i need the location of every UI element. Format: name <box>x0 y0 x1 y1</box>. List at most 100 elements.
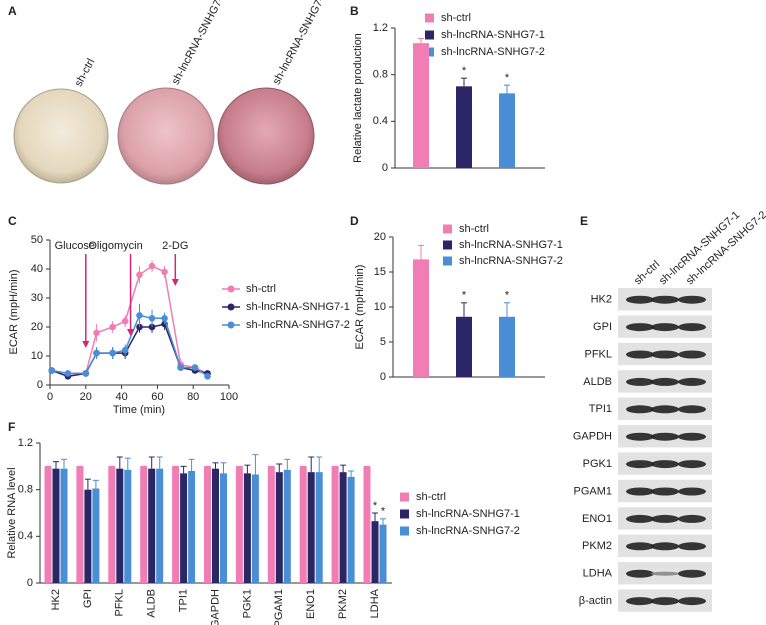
x-tick-label: LDHA <box>369 588 381 618</box>
y-tick-label: 1.2 <box>373 22 388 34</box>
bar <box>251 474 259 583</box>
y-tick-label: 20 <box>374 231 386 243</box>
annotation: Oligomycin <box>88 240 142 252</box>
legend-label: sh-lncRNA-SNHG7-1 <box>441 29 545 41</box>
blot-row-label: GPI <box>593 321 612 333</box>
bar <box>315 472 323 583</box>
x-axis-label: Time (min) <box>113 404 165 416</box>
data-point <box>109 323 116 331</box>
bar <box>413 43 429 168</box>
legend-label: sh-lncRNA-SNHG7-2 <box>246 319 350 331</box>
bar <box>116 468 124 583</box>
y-tick-label: 15 <box>374 266 386 278</box>
panel-letter: F <box>8 420 15 434</box>
bar <box>307 472 315 583</box>
legend-label: sh-ctrl <box>441 12 471 24</box>
blot-band <box>678 323 706 332</box>
bar <box>172 466 180 583</box>
x-tick-label: PKM2 <box>337 589 349 619</box>
x-tick-label: GPI <box>82 589 94 608</box>
blot-band <box>678 597 706 606</box>
blot-row-label: ALDB <box>583 376 612 388</box>
legend-swatch <box>425 30 434 40</box>
bar <box>60 468 68 583</box>
blot-band <box>678 377 706 386</box>
data-point <box>136 312 143 319</box>
blot-band <box>626 295 654 304</box>
blot-band <box>626 377 654 386</box>
blot-row-label: HK2 <box>591 294 612 306</box>
blot-band <box>651 350 679 359</box>
y-tick-label: 5 <box>380 336 386 348</box>
data-point <box>161 268 168 276</box>
x-tick-label: ENO1 <box>305 589 317 619</box>
legend-label: sh-ctrl <box>459 223 489 235</box>
blot-band <box>678 405 706 414</box>
data-point <box>93 329 100 337</box>
blot-band <box>678 432 706 441</box>
significance-label: * <box>373 500 378 512</box>
blot-band <box>651 323 679 332</box>
x-tick-label: ALDB <box>146 589 158 618</box>
data-point <box>161 315 168 322</box>
blot-band <box>626 460 654 469</box>
bar <box>379 524 387 583</box>
dish <box>217 87 315 185</box>
legend-label: sh-lncRNA-SNHG7-1 <box>459 239 563 251</box>
bar <box>220 473 227 583</box>
bar <box>92 488 100 583</box>
bar <box>180 473 188 583</box>
blot-band <box>678 350 706 359</box>
legend-swatch <box>425 47 434 57</box>
bar <box>499 93 515 168</box>
x-tick-label: 80 <box>187 391 199 403</box>
data-point <box>177 364 184 371</box>
bar <box>456 316 472 377</box>
bar <box>339 472 347 583</box>
x-tick-label: PGK1 <box>241 589 253 618</box>
legend-marker <box>227 285 235 293</box>
legend-label: sh-lncRNA-SNHG7-2 <box>441 46 545 58</box>
blot-band <box>626 323 654 332</box>
x-tick-label: 60 <box>151 391 163 403</box>
legend-swatch <box>400 526 409 536</box>
bar <box>371 521 379 583</box>
annotation: Glucose <box>55 240 95 252</box>
blot-band <box>651 460 679 469</box>
legend-swatch <box>400 509 409 519</box>
blot-band <box>678 569 706 578</box>
blot-band <box>626 569 654 578</box>
bar <box>76 466 84 583</box>
blot-band <box>626 432 654 441</box>
data-point <box>93 349 100 357</box>
y-tick-label: 30 <box>31 292 43 304</box>
bar <box>188 471 196 583</box>
blot-band <box>626 350 654 359</box>
dish <box>13 88 109 184</box>
y-tick-label: 0 <box>382 162 388 174</box>
annotation: 2-DG <box>162 240 188 252</box>
y-axis-label: ECAR (mpH/min) <box>8 270 20 355</box>
blot-band <box>651 432 679 441</box>
x-tick-label: GAPDH <box>209 589 221 625</box>
y-axis-label: ECAR (mpH/min) <box>354 265 366 350</box>
dish-label: sh-lncRNA-SNHG7-2 <box>271 0 330 87</box>
x-tick-label: 100 <box>220 391 238 403</box>
bar <box>124 469 132 583</box>
panel-letter: A <box>8 4 17 18</box>
y-tick-label: 0 <box>27 577 33 589</box>
panel-letter: C <box>8 214 17 228</box>
y-tick-label: 40 <box>31 263 43 275</box>
blot-row-label: PKM2 <box>582 540 612 552</box>
bar <box>267 466 275 583</box>
bar <box>148 468 156 583</box>
bar <box>44 466 52 583</box>
data-point <box>204 373 211 380</box>
legend-swatch <box>400 492 409 502</box>
panel-letter: B <box>350 4 359 18</box>
bar <box>275 472 283 583</box>
blot-row-label: PFKL <box>584 348 612 360</box>
blot-band <box>651 514 679 523</box>
blot-row-label: GAPDH <box>573 431 612 443</box>
